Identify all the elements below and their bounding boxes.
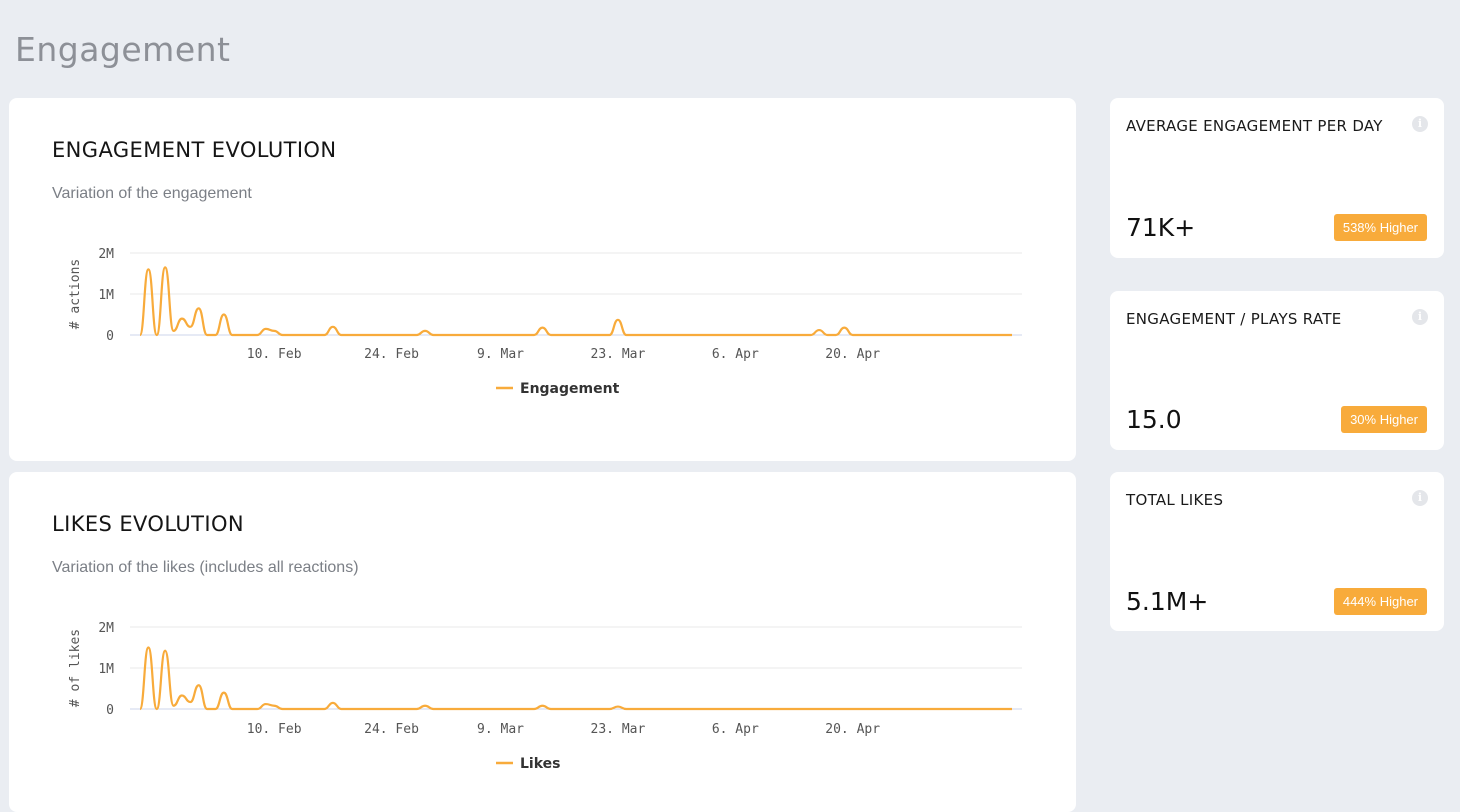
legend-label: Engagement — [520, 381, 620, 397]
y-tick-label: 2M — [98, 621, 114, 636]
y-tick-label: 1M — [98, 662, 114, 677]
y-axis-label: # of likes — [68, 629, 83, 707]
series-line[interactable] — [138, 266, 1012, 337]
stat-label: TOTAL LIKES — [1126, 491, 1224, 509]
legend-item[interactable]: Likes — [496, 756, 560, 772]
x-tick-label: 24. Feb — [364, 347, 419, 362]
x-tick-label: 10. Feb — [247, 722, 302, 737]
stat-value: 71K+ — [1126, 213, 1196, 242]
x-tick-label: 9. Mar — [477, 722, 524, 737]
y-tick-label: 2M — [98, 247, 114, 262]
chart-title: LIKES EVOLUTION — [52, 512, 245, 536]
chart-subtitle: Variation of the engagement — [52, 185, 252, 202]
y-tick-label: 0 — [106, 703, 114, 718]
series-line[interactable] — [138, 646, 1012, 711]
comparison-badge: 444% Higher — [1333, 588, 1427, 615]
stat-value: 5.1M+ — [1126, 587, 1209, 616]
comparison-badge: 30% Higher — [1341, 406, 1427, 433]
info-icon[interactable]: i — [1412, 490, 1428, 506]
stat-label: ENGAGEMENT / PLAYS RATE — [1126, 310, 1342, 328]
x-tick-label: 9. Mar — [477, 347, 524, 362]
x-tick-label: 6. Apr — [712, 722, 759, 737]
legend-label: Likes — [520, 756, 560, 772]
info-icon[interactable]: i — [1412, 116, 1428, 132]
total-likes-card: TOTAL LIKES i 5.1M+ 444% Higher — [1110, 472, 1444, 631]
x-tick-label: 10. Feb — [247, 347, 302, 362]
y-tick-label: 0 — [106, 329, 114, 344]
engagement-chart[interactable]: 0 1M 2M # actions 10. Feb 24. Feb 9. Mar 23. Ma… — [9, 98, 1076, 461]
stat-value: 15.0 — [1126, 405, 1182, 434]
x-tick-label: 24. Feb — [364, 722, 419, 737]
legend-item[interactable]: Engagement — [496, 381, 620, 397]
comparison-badge: 538% Higher — [1333, 214, 1427, 241]
x-tick-label: 23. Mar — [591, 347, 646, 362]
engagement-plays-rate-card: ENGAGEMENT / PLAYS RATE i 15.0 30% Highe… — [1110, 291, 1444, 450]
engagement-evolution-card: ENGAGEMENT EVOLUTION Variation of the en… — [9, 98, 1076, 461]
y-tick-label: 1M — [98, 288, 114, 303]
likes-evolution-card: LIKES EVOLUTION Variation of the likes (… — [9, 472, 1076, 812]
page-title: Engagement — [15, 30, 231, 69]
x-tick-label: 23. Mar — [591, 722, 646, 737]
y-axis-label: # actions — [68, 259, 83, 329]
chart-subtitle: Variation of the likes (includes all rea… — [52, 559, 359, 576]
stat-label: AVERAGE ENGAGEMENT PER DAY — [1126, 117, 1383, 135]
info-icon[interactable]: i — [1412, 309, 1428, 325]
chart-title: ENGAGEMENT EVOLUTION — [52, 138, 337, 162]
average-engagement-card: AVERAGE ENGAGEMENT PER DAY i 71K+ 538% H… — [1110, 98, 1444, 258]
likes-chart[interactable]: 0 1M 2M # of likes 10. Feb 24. Feb 9. Mar 23. M… — [9, 472, 1076, 812]
x-tick-label: 20. Apr — [825, 722, 880, 737]
x-tick-label: 6. Apr — [712, 347, 759, 362]
x-tick-label: 20. Apr — [825, 347, 880, 362]
